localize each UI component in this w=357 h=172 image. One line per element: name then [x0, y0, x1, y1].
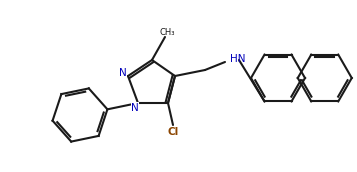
Text: HN: HN	[230, 54, 246, 64]
Text: N: N	[131, 103, 139, 113]
Text: N: N	[119, 68, 127, 78]
Text: Cl: Cl	[167, 127, 178, 137]
Text: CH₃: CH₃	[159, 28, 175, 36]
